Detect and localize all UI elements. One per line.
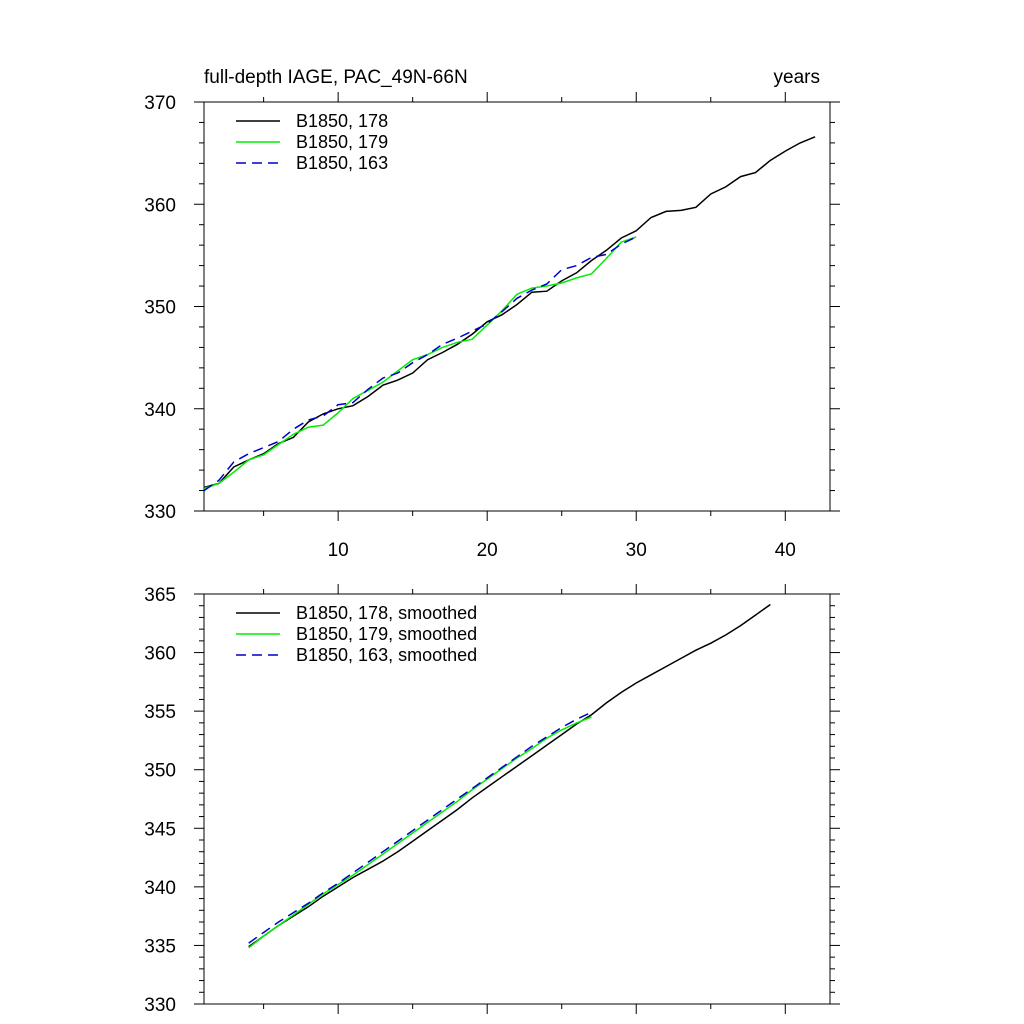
legend-label: B1850, 179, smoothed: [296, 624, 477, 644]
y-tick-label: 335: [144, 936, 176, 957]
y-tick-label: 330: [144, 502, 176, 523]
chart-title: full-depth IAGE, PAC_49N-66N: [204, 67, 468, 88]
series-line-3: [203, 236, 637, 492]
series-line-3: [248, 711, 592, 944]
x-tick-label: 40: [775, 540, 796, 561]
y-tick-label: 350: [144, 298, 176, 319]
x-tick-label: 30: [626, 540, 647, 561]
y-tick-label: 340: [144, 878, 176, 899]
chart-panel-2: 330 335 340 345 350 355 360 365 B1850, 178, smoo…: [144, 584, 840, 1016]
x-tick-label: 10: [328, 540, 349, 561]
y-tick-label: 360: [144, 644, 176, 665]
legend-label: B1850, 163, smoothed: [296, 645, 477, 665]
series-line-2: [203, 236, 637, 490]
plot-frame: [203, 593, 831, 1005]
legend-label: B1850, 178, smoothed: [296, 603, 477, 623]
y-tick-label: 355: [144, 702, 176, 723]
series-line-1: [203, 136, 816, 489]
y-tick-label: 345: [144, 819, 176, 840]
series-line-1: [248, 603, 771, 948]
y-tick-label: 330: [144, 995, 176, 1016]
series-line-2: [248, 716, 592, 949]
legend-label: B1850, 163: [296, 153, 388, 173]
chart-units-label: years: [774, 67, 820, 88]
y-tick-label: 340: [144, 400, 176, 421]
y-tick-label: 350: [144, 761, 176, 782]
y-tick-label: 360: [144, 195, 176, 216]
legend-label: B1850, 178: [296, 111, 388, 131]
y-tick-label: 365: [144, 585, 176, 606]
legend-label: B1850, 179: [296, 132, 388, 152]
x-tick-label: 20: [477, 540, 498, 561]
y-tick-label: 370: [144, 93, 176, 114]
